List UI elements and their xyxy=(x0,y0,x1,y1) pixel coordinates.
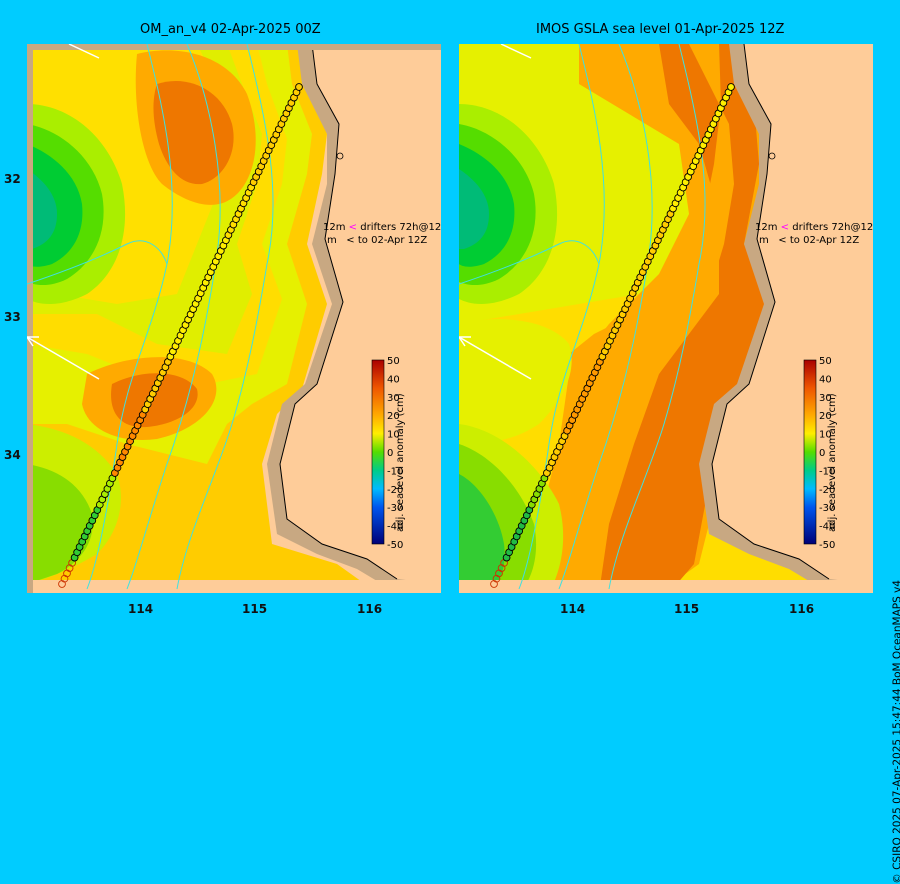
lat-tick-34: 34 xyxy=(4,448,21,462)
left-annotation-2: m < to 02-Apr 12Z xyxy=(327,235,428,246)
right-map: 12m < drifters 72h@12h m < to 02-Apr 12Z xyxy=(459,44,873,593)
drifter-arrow xyxy=(68,44,100,59)
lon-tick-114-left: 114 xyxy=(128,602,154,616)
lat-tick-33: 33 xyxy=(4,310,21,324)
left-map: 12m < drifters 72h@12h m < to 02-Apr 12Z xyxy=(27,44,441,593)
lon-tick-115-left: 115 xyxy=(242,602,268,616)
right-annotation-1: 12m < drifters 72h@12h xyxy=(755,222,873,233)
colorbar xyxy=(371,359,385,545)
transect-point xyxy=(727,83,735,91)
transect-point xyxy=(497,564,506,572)
drifter-arrow xyxy=(459,336,532,380)
right-map-field xyxy=(459,44,873,593)
transect-track xyxy=(58,83,303,588)
drifter-arrowhead xyxy=(459,336,471,347)
left-map-field xyxy=(27,44,441,593)
colorbar xyxy=(803,359,817,545)
credit-text: © CSIRO 2025 07-Apr-2025 15:47:44 BoM Oc… xyxy=(892,580,900,884)
lon-tick-116-left: 116 xyxy=(357,602,383,616)
left-panel-title: OM_an_v4 02-Apr-2025 00Z xyxy=(140,22,321,37)
lon-tick-116-right: 116 xyxy=(789,602,815,616)
transect-point xyxy=(65,564,74,572)
lon-tick-115-right: 115 xyxy=(674,602,700,616)
left-annotation-1: 12m < drifters 72h@12h xyxy=(323,222,441,233)
right-annotation-2: m < to 02-Apr 12Z xyxy=(759,235,860,246)
station-marker xyxy=(768,152,776,160)
lat-tick-32: 32 xyxy=(4,172,21,186)
transect-track xyxy=(490,83,735,588)
drifter-arrow xyxy=(500,44,532,59)
station-marker xyxy=(336,152,344,160)
drifter-arrowhead xyxy=(27,336,39,347)
lon-tick-114-right: 114 xyxy=(560,602,586,616)
transect-point xyxy=(295,83,303,91)
right-panel-title: IMOS GSLA sea level 01-Apr-2025 12Z xyxy=(536,22,785,37)
drifter-arrow xyxy=(27,336,100,380)
